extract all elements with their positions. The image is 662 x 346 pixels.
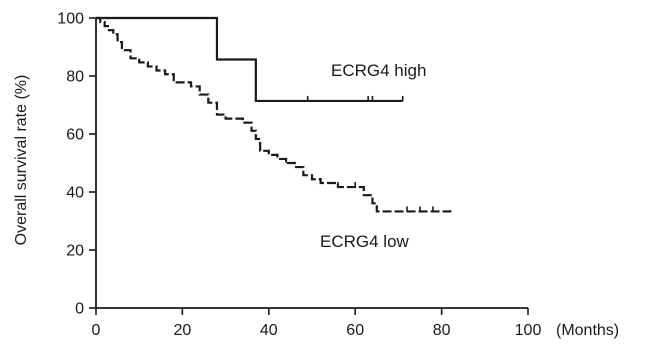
y-axis: 0 20 40 60 80 100 Overall survival rate (%)	[13, 11, 97, 318]
x-tick-label: 100	[515, 322, 542, 339]
x-tick-label: 80	[433, 322, 451, 339]
x-tick-label: 0	[92, 322, 101, 339]
x-tick-label: 20	[174, 322, 192, 339]
y-tick-label: 20	[66, 243, 84, 260]
y-tick-label: 0	[75, 301, 84, 318]
series-group	[96, 16, 452, 213]
series-line-high	[96, 16, 403, 103]
y-tick-label: 40	[66, 185, 84, 202]
x-axis: 0 20 40 60 80 100 (Months)	[92, 307, 619, 339]
y-axis-title: Overall survival rate (%)	[13, 75, 30, 246]
series-line-low	[96, 16, 452, 213]
curve-label-low: ECRG4 low	[320, 232, 410, 251]
x-tick-label: 60	[346, 322, 364, 339]
curve-label-high: ECRG4 high	[331, 61, 426, 80]
y-tick-label: 100	[57, 11, 84, 28]
x-axis-title: (Months)	[556, 322, 619, 339]
y-tick-label: 80	[66, 69, 84, 86]
x-tick-label: 40	[260, 322, 278, 339]
x-axis-ticks: 0 20 40 60 80 100	[92, 308, 542, 339]
y-tick-label: 60	[66, 127, 84, 144]
y-axis-ticks: 0 20 40 60 80 100	[57, 11, 96, 318]
